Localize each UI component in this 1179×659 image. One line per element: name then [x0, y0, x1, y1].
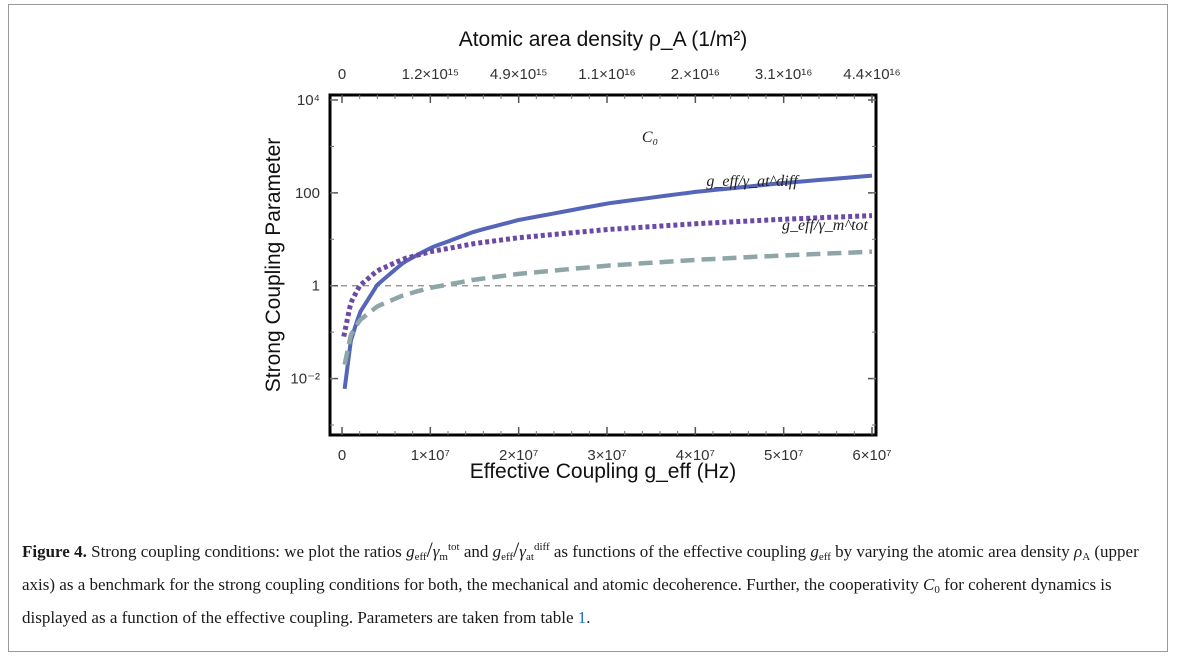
y-axis-title: Strong Coupling Parameter: [262, 138, 285, 392]
x-tick-label-3: 3×10⁷: [587, 447, 626, 464]
top-tick-label-6: 4.4×10¹⁶: [843, 66, 900, 83]
plot-frame: [328, 93, 878, 437]
x-tick-label-5: 5×10⁷: [764, 447, 803, 464]
top-tick-label-0: 0: [338, 66, 346, 83]
x-tick-label-0: 0: [338, 447, 346, 464]
caption-text-1: Strong coupling conditions: we plot the …: [91, 542, 402, 561]
caption-table-ref[interactable]: 1: [577, 608, 587, 627]
figure-frame: [8, 4, 1168, 652]
caption-geff: geff: [810, 542, 831, 563]
x-axis-title: Effective Coupling g_eff (Hz): [470, 460, 737, 483]
caption-text-3: as functions of the effective coupling: [553, 542, 807, 561]
top-tick-label-3: 1.1×10¹⁶: [578, 66, 635, 83]
series-label-2: g_eff/γ_m^tot: [782, 217, 868, 234]
series-line-2: [342, 249, 873, 366]
x-tick-label-6: 6×10⁷: [852, 447, 891, 464]
figure-caption: Figure 4. Strong coupling conditions: we…: [22, 534, 1152, 631]
x-tick-label-2: 2×10⁷: [499, 447, 538, 464]
top-tick-label-1: 1.2×10¹⁵: [402, 66, 460, 83]
caption-ratio-at: geff/γatdiff: [492, 537, 550, 563]
top-tick-label-5: 3.1×10¹⁶: [755, 66, 812, 83]
caption-rho: ρA: [1074, 542, 1091, 563]
series-line-1: [341, 213, 873, 338]
caption-end: .: [586, 608, 591, 627]
series-label-0: C₀: [642, 129, 658, 146]
series-label-1: g_eff/γ_at^diff: [706, 173, 800, 190]
y-tick-label-1: 100: [295, 185, 320, 202]
caption-text-2: and: [463, 542, 489, 561]
top-tick-label-2: 4.9×10¹⁵: [490, 66, 548, 83]
caption-label: Figure 4.: [22, 542, 87, 561]
series-line-0: [342, 173, 873, 390]
y-tick-label-2: 1: [312, 278, 320, 295]
chart: 0 1×10⁷ 2×10⁷ 3×10⁷ 4×10⁷ 5×10⁷ 6×10⁷ 0 1.2×10¹⁵…: [262, 28, 901, 483]
y-tick-label-0: 10⁴: [297, 92, 320, 109]
caption-text-5: (upper axis) as a benchmark for the stro…: [22, 542, 1139, 594]
caption-c0: C0: [922, 575, 940, 596]
caption-text-6: for coherent dynamics is displayed as a …: [22, 575, 1112, 627]
x-tick-label-1: 1×10⁷: [411, 447, 450, 464]
y-tick-label-3: 10⁻²: [290, 371, 320, 388]
x-tick-label-4: 4×10⁷: [676, 447, 715, 464]
top-axis-title: Atomic area density ρ_A (1/m²): [459, 28, 748, 51]
top-tick-label-4: 2.×10¹⁶: [671, 66, 720, 83]
caption-ratio-m: geff/γmtot: [406, 537, 460, 563]
caption-text-4: by varying the atomic area density: [835, 542, 1070, 561]
